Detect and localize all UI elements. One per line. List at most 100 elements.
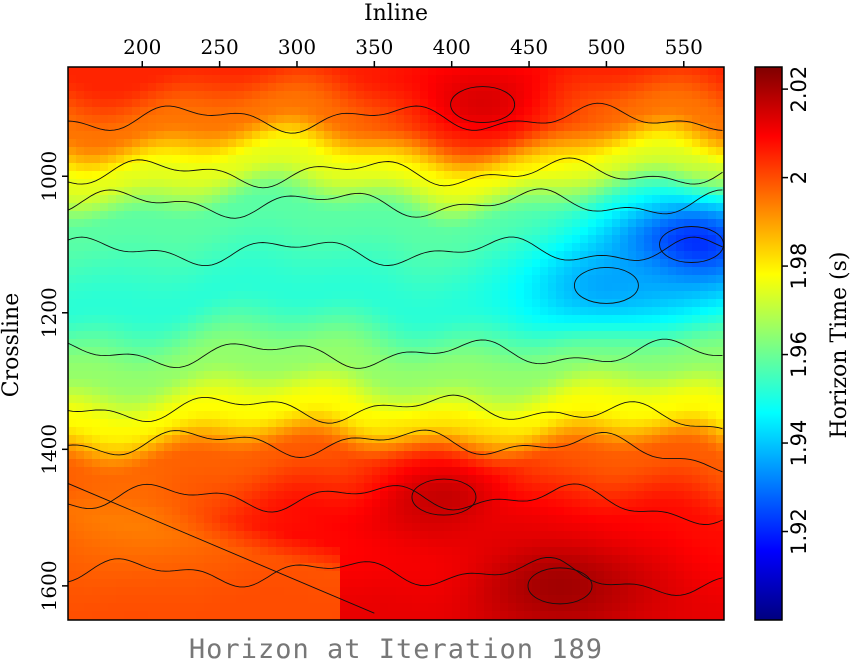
heatmap-cell — [196, 179, 205, 188]
heatmap-cell — [244, 99, 253, 108]
heatmap-cell — [500, 299, 509, 308]
heatmap-cell — [532, 227, 541, 236]
heatmap-cell — [188, 539, 197, 548]
heatmap-cell — [332, 115, 341, 124]
heatmap-cell — [708, 139, 717, 148]
heatmap-cell — [524, 107, 533, 116]
heatmap-cell — [716, 403, 724, 412]
heatmap-cell — [452, 323, 461, 332]
heatmap-cell — [284, 363, 293, 372]
heatmap-cell — [324, 211, 333, 220]
heatmap-cell — [604, 395, 613, 404]
heatmap-cell — [700, 419, 709, 428]
heatmap-cell — [668, 267, 677, 276]
heatmap-cell — [692, 387, 701, 396]
heatmap-cell — [572, 315, 581, 324]
heatmap-cell — [236, 507, 245, 516]
heatmap-cell — [596, 323, 605, 332]
heatmap-cell — [140, 291, 149, 300]
heatmap-cell — [556, 475, 565, 484]
heatmap-cell — [468, 523, 477, 532]
heatmap-cell — [692, 379, 701, 388]
heatmap-cell — [348, 315, 357, 324]
heatmap-cell — [244, 387, 253, 396]
heatmap-cell — [308, 147, 317, 156]
heatmap-cell — [660, 451, 669, 460]
heatmap-cell — [540, 387, 549, 396]
heatmap-cell — [204, 435, 213, 444]
heatmap-cell — [244, 291, 253, 300]
heatmap-cell — [716, 507, 724, 516]
heatmap-cell — [556, 443, 565, 452]
heatmap-cell — [596, 475, 605, 484]
heatmap-cell — [404, 499, 413, 508]
heatmap-cell — [444, 395, 453, 404]
heatmap-cell — [468, 187, 477, 196]
heatmap-cell — [372, 243, 381, 252]
heatmap-cell — [628, 363, 637, 372]
heatmap-cell — [676, 243, 685, 252]
heatmap-cell — [212, 115, 221, 124]
heatmap-cell — [236, 379, 245, 388]
heatmap-cell — [132, 259, 141, 268]
heatmap-cell — [508, 347, 517, 356]
heatmap-cell — [204, 459, 213, 468]
heatmap-cell — [420, 459, 429, 468]
heatmap-cell — [140, 227, 149, 236]
heatmap-cell — [324, 339, 333, 348]
heatmap-cell — [388, 259, 397, 268]
heatmap-cell — [708, 283, 717, 292]
heatmap-cell — [204, 483, 213, 492]
heatmap-cell — [476, 227, 485, 236]
heatmap-cell — [380, 347, 389, 356]
heatmap-cell — [236, 107, 245, 116]
heatmap-cell — [300, 395, 309, 404]
heatmap-cell — [604, 539, 613, 548]
heatmap-cell — [196, 507, 205, 516]
heatmap-cell — [196, 131, 205, 140]
heatmap-cell — [76, 323, 85, 332]
heatmap-cell — [556, 547, 565, 556]
heatmap-cell — [92, 179, 101, 188]
heatmap-cell — [556, 347, 565, 356]
heatmap-cell — [324, 155, 333, 164]
heatmap-cell — [396, 243, 405, 252]
heatmap-cell — [668, 371, 677, 380]
heatmap-cell — [348, 331, 357, 340]
heatmap-cell — [516, 371, 525, 380]
heatmap-cell — [324, 547, 333, 556]
heatmap-cell — [668, 139, 677, 148]
heatmap-cell — [348, 371, 357, 380]
heatmap-cell — [396, 171, 405, 180]
heatmap-cell — [204, 443, 213, 452]
heatmap-cell — [452, 219, 461, 228]
heatmap-cell — [564, 83, 573, 92]
heatmap-cell — [484, 195, 493, 204]
heatmap-cell — [660, 403, 669, 412]
heatmap-cell — [644, 195, 653, 204]
heatmap-cell — [676, 395, 685, 404]
heatmap-cell — [628, 195, 637, 204]
heatmap-cell — [556, 419, 565, 428]
heatmap-cell — [644, 291, 653, 300]
heatmap-cell — [540, 363, 549, 372]
heatmap-cell — [68, 331, 77, 340]
heatmap-cell — [508, 475, 517, 484]
heatmap-cell — [380, 427, 389, 436]
heatmap-cell — [404, 539, 413, 548]
heatmap-cell — [108, 419, 117, 428]
heatmap-cell — [644, 539, 653, 548]
heatmap-cell — [348, 515, 357, 524]
heatmap-cell — [660, 283, 669, 292]
heatmap-cell — [356, 91, 365, 100]
heatmap-cell — [332, 259, 341, 268]
heatmap-cell — [396, 515, 405, 524]
heatmap-cell — [76, 283, 85, 292]
heatmap-cell — [156, 403, 165, 412]
heatmap-cell — [692, 203, 701, 212]
heatmap-cell — [484, 251, 493, 260]
heatmap-cell — [492, 275, 501, 284]
heatmap-cell — [380, 283, 389, 292]
heatmap-cell — [76, 307, 85, 316]
heatmap-cell — [92, 195, 101, 204]
